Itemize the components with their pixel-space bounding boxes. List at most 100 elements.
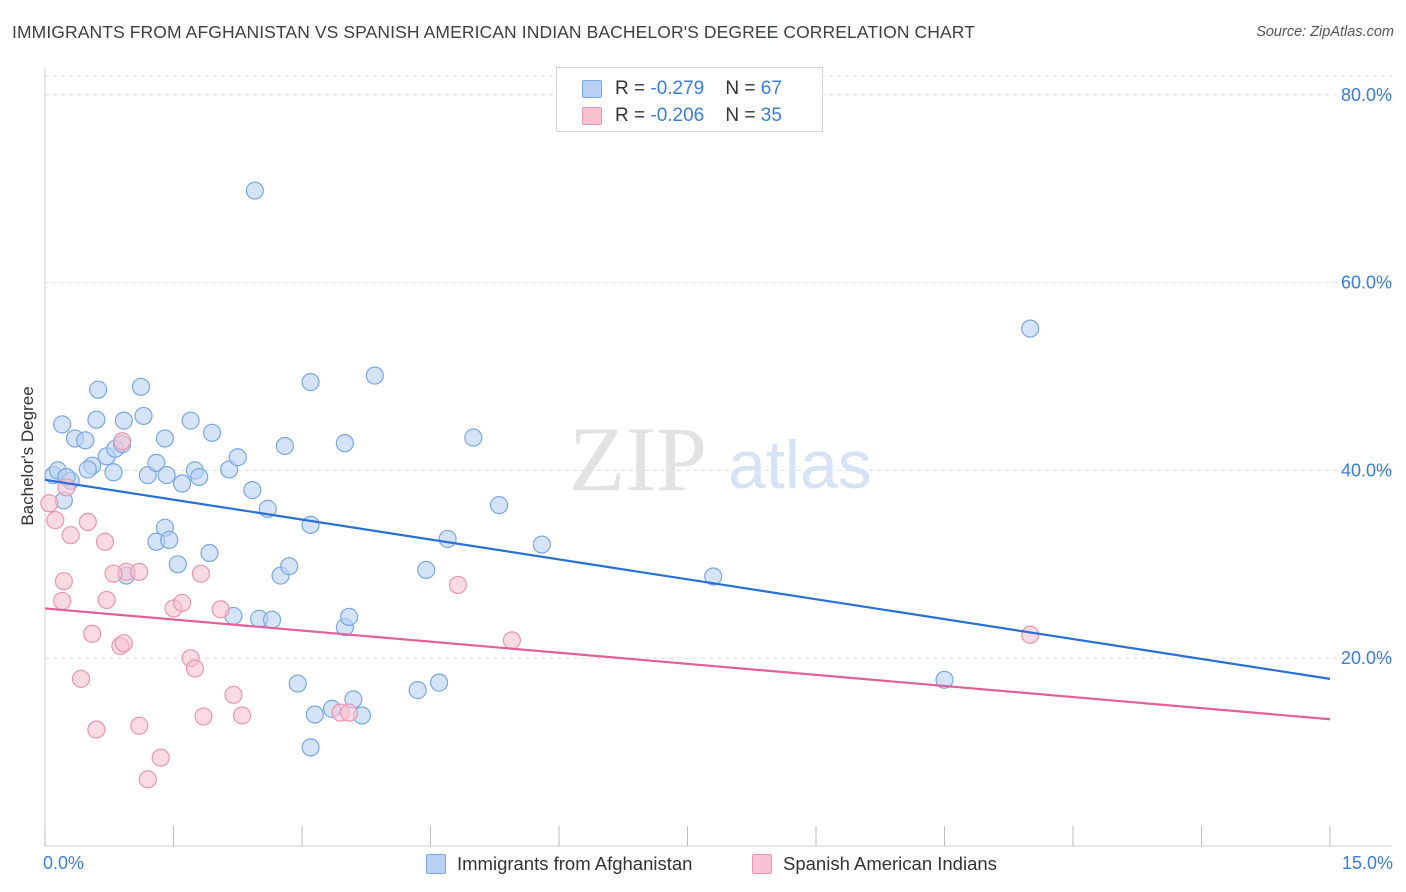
data-point-spanish-american-indians <box>1021 625 1040 644</box>
data-point-afghanistan <box>340 607 359 626</box>
data-point-spanish-american-indians <box>185 659 205 678</box>
data-point-afghanistan <box>157 465 176 485</box>
data-point-spanish-american-indians <box>71 669 91 688</box>
data-point-spanish-american-indians <box>95 532 115 551</box>
data-point-spanish-american-indians <box>46 511 65 530</box>
data-point-afghanistan <box>87 410 106 429</box>
data-point-spanish-american-indians <box>448 575 468 595</box>
data-point-afghanistan <box>262 610 282 629</box>
axes <box>44 68 1392 847</box>
legend-swatch-blue <box>582 80 602 98</box>
data-point-afghanistan <box>53 415 72 434</box>
n-value: 35 <box>760 105 782 126</box>
chart-title: IMMIGRANTS FROM AFGHANISTAN VS SPANISH A… <box>12 22 975 42</box>
data-point-afghanistan <box>438 529 457 549</box>
tick-labels: 20.0% 40.0% 60.0% 80.0% 0.0% 15.0% <box>43 85 1393 873</box>
data-point-afghanistan <box>168 555 187 574</box>
data-point-afghanistan <box>76 431 95 450</box>
bottom-legend-label-afghanistan: Immigrants from Afghanistan <box>457 853 693 874</box>
y-axis-label: Bachelor's Degree <box>18 386 37 525</box>
data-point-afghanistan <box>89 380 108 399</box>
x-tick-label: 0.0% <box>43 853 84 873</box>
data-point-spanish-american-indians <box>130 716 149 735</box>
data-points <box>40 181 1040 789</box>
watermark-atlas: atlas <box>728 427 872 503</box>
data-point-afghanistan <box>172 474 192 493</box>
data-point-spanish-american-indians <box>211 600 230 619</box>
data-point-afghanistan <box>489 496 509 515</box>
data-point-spanish-american-indians <box>114 634 133 653</box>
data-point-afghanistan <box>935 670 954 689</box>
data-point-spanish-american-indians <box>78 512 97 532</box>
data-point-afghanistan <box>365 366 384 385</box>
correlation-legend: R = -0.279 N = 67 R = -0.206 N = 35 <box>556 67 823 132</box>
y-tick-label: 40.0% <box>1341 460 1392 480</box>
data-point-spanish-american-indians <box>61 526 80 545</box>
r-value: -0.279 <box>650 78 705 99</box>
data-point-afghanistan <box>245 181 264 200</box>
data-point-afghanistan <box>78 460 97 479</box>
data-point-afghanistan <box>202 423 222 442</box>
y-tick-label: 20.0% <box>1341 648 1392 668</box>
legend-swatch-pink <box>582 107 602 125</box>
data-point-spanish-american-indians <box>87 720 106 739</box>
data-point-afghanistan <box>301 373 320 392</box>
bottom-legend-swatch-blue <box>426 854 446 874</box>
data-point-afghanistan <box>131 377 151 396</box>
legend-text-afghanistan: R = -0.279 N = 67 <box>615 78 782 100</box>
data-point-spanish-american-indians <box>151 748 170 767</box>
data-point-afghanistan <box>275 436 294 456</box>
watermark-zip: ZIP <box>569 408 707 510</box>
data-point-afghanistan <box>1021 319 1040 338</box>
data-point-spanish-american-indians <box>54 572 73 591</box>
n-value: 67 <box>760 78 782 99</box>
legend-text-spanish-american-indians: R = -0.206 N = 35 <box>615 105 782 127</box>
data-point-afghanistan <box>429 673 449 692</box>
data-point-afghanistan <box>114 411 133 430</box>
data-point-spanish-american-indians <box>83 624 102 643</box>
data-point-afghanistan <box>408 681 427 700</box>
bottom-legend-label-spanish-american-indians: Spanish American Indians <box>783 853 997 874</box>
data-point-afghanistan <box>335 434 354 453</box>
n-label: N = <box>725 105 761 126</box>
data-point-afghanistan <box>181 411 200 430</box>
data-point-afghanistan <box>417 560 436 580</box>
y-tick-label: 80.0% <box>1341 85 1392 105</box>
bottom-legend-swatch-pink <box>752 854 772 874</box>
data-point-afghanistan <box>243 481 262 500</box>
data-point-afghanistan <box>301 738 320 757</box>
data-point-spanish-american-indians <box>40 494 59 513</box>
data-point-afghanistan <box>155 429 175 448</box>
data-point-spanish-american-indians <box>194 707 213 726</box>
r-value: -0.206 <box>650 105 705 126</box>
r-label: R = <box>615 105 651 126</box>
data-point-spanish-american-indians <box>191 564 211 583</box>
trend-line-afghanistan <box>44 478 1331 680</box>
data-point-afghanistan <box>228 448 247 467</box>
data-point-afghanistan <box>190 467 209 487</box>
data-point-afghanistan <box>280 557 299 576</box>
data-point-afghanistan <box>134 406 153 426</box>
data-point-afghanistan <box>160 530 179 549</box>
trend-lines <box>44 478 1331 721</box>
source-credit: Source: ZipAtlas.com <box>1256 24 1394 40</box>
data-point-afghanistan <box>305 705 324 724</box>
data-point-spanish-american-indians <box>340 703 359 722</box>
x-tick-label: 15.0% <box>1342 853 1393 873</box>
data-point-spanish-american-indians <box>97 590 116 610</box>
watermark: ZIP atlas <box>569 408 872 510</box>
data-point-afghanistan <box>532 535 551 554</box>
data-point-afghanistan <box>288 674 307 693</box>
data-point-afghanistan <box>147 453 166 472</box>
data-point-afghanistan <box>200 543 219 563</box>
y-tick-label: 60.0% <box>1341 273 1392 293</box>
data-point-afghanistan <box>104 463 123 482</box>
data-point-spanish-american-indians <box>138 770 157 789</box>
data-point-spanish-american-indians <box>502 631 521 650</box>
data-point-spanish-american-indians <box>232 706 252 725</box>
data-point-afghanistan <box>464 428 483 447</box>
data-point-afghanistan <box>704 567 723 586</box>
data-point-spanish-american-indians <box>130 562 149 581</box>
r-label: R = <box>615 78 651 99</box>
